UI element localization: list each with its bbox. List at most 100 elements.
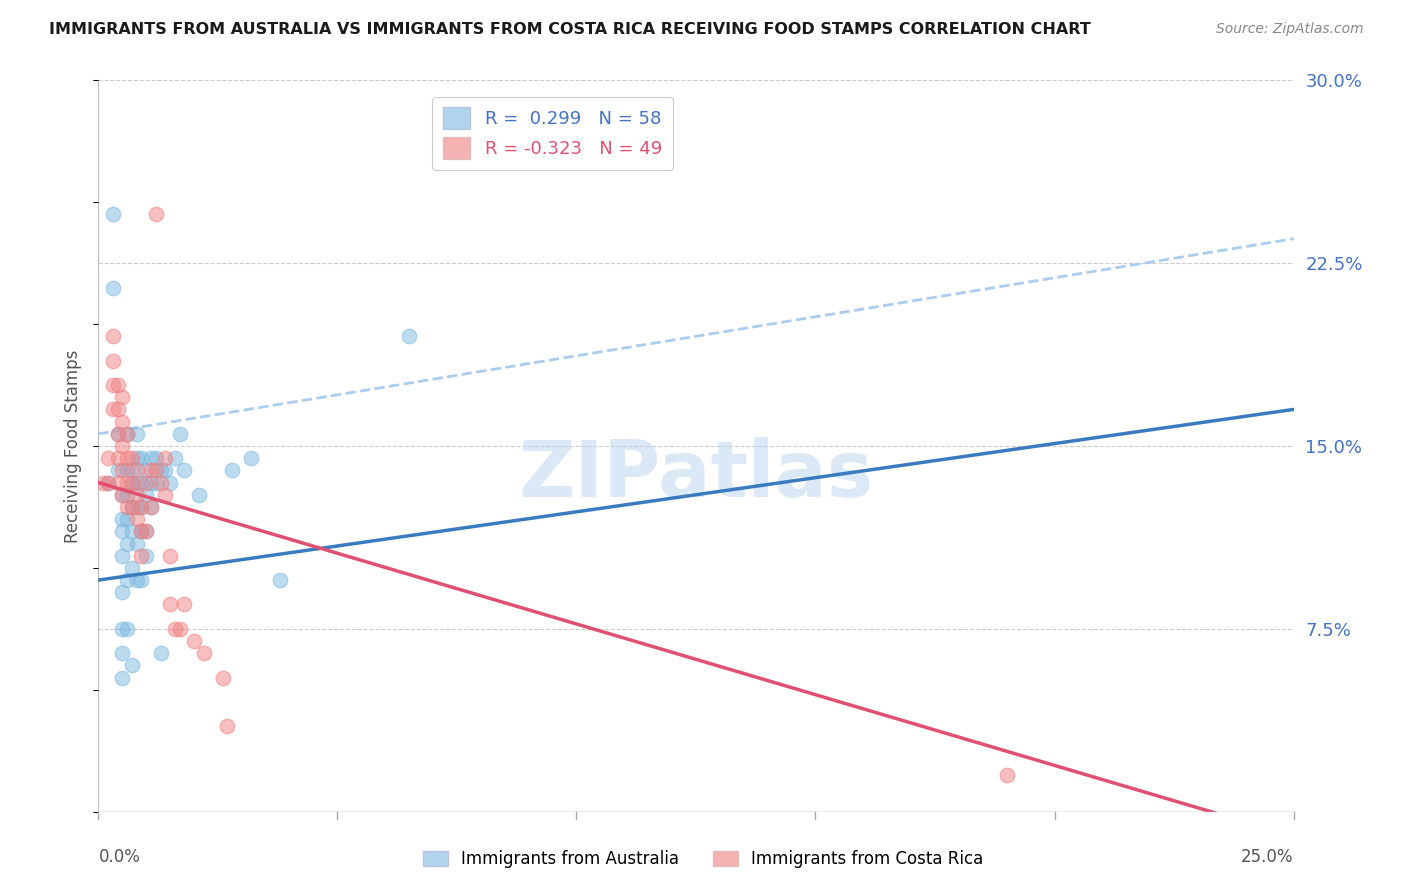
Point	[97, 451, 120, 466]
Point	[111, 549, 134, 563]
Point	[101, 207, 124, 221]
Point	[111, 671, 134, 685]
Point	[111, 512, 134, 526]
Point	[125, 573, 148, 587]
Point	[183, 634, 205, 648]
Point	[107, 451, 129, 466]
Point	[121, 500, 143, 514]
Point	[149, 463, 172, 477]
Point	[101, 378, 124, 392]
Point	[101, 353, 124, 368]
Point	[121, 561, 143, 575]
Point	[111, 463, 134, 477]
Text: IMMIGRANTS FROM AUSTRALIA VS IMMIGRANTS FROM COSTA RICA RECEIVING FOOD STAMPS CO: IMMIGRANTS FROM AUSTRALIA VS IMMIGRANTS …	[49, 22, 1091, 37]
Point	[115, 573, 138, 587]
Point	[125, 451, 148, 466]
Point	[155, 451, 177, 466]
Point	[139, 463, 162, 477]
Point	[111, 439, 134, 453]
Point	[111, 622, 134, 636]
Point	[115, 463, 138, 477]
Point	[139, 475, 162, 490]
Point	[159, 598, 181, 612]
Point	[97, 475, 120, 490]
Point	[115, 500, 138, 514]
Point	[97, 475, 120, 490]
Point	[107, 463, 129, 477]
Point	[125, 426, 148, 441]
Point	[131, 549, 153, 563]
Point	[240, 451, 263, 466]
Point	[125, 512, 148, 526]
Point	[131, 500, 153, 514]
Point	[163, 451, 186, 466]
Point	[125, 536, 148, 550]
Point	[139, 500, 162, 514]
Point	[159, 475, 181, 490]
Point	[221, 463, 243, 477]
Point	[269, 573, 291, 587]
Point	[125, 475, 148, 490]
Point	[145, 451, 167, 466]
Point	[139, 451, 162, 466]
Point	[111, 390, 134, 404]
Point	[125, 488, 148, 502]
Point	[193, 646, 215, 660]
Point	[121, 524, 143, 539]
Point	[149, 475, 172, 490]
Point	[131, 524, 153, 539]
Point	[121, 451, 143, 466]
Point	[107, 426, 129, 441]
Text: 25.0%: 25.0%	[1241, 848, 1294, 866]
Point	[111, 488, 134, 502]
Point	[131, 475, 153, 490]
Point	[121, 658, 143, 673]
Point	[91, 475, 114, 490]
Point	[115, 426, 138, 441]
Point	[163, 622, 186, 636]
Point	[173, 463, 195, 477]
Point	[169, 426, 191, 441]
Point	[125, 500, 148, 514]
Point	[131, 451, 153, 466]
Point	[145, 463, 167, 477]
Point	[131, 573, 153, 587]
Legend: Immigrants from Australia, Immigrants from Costa Rica: Immigrants from Australia, Immigrants fr…	[416, 844, 990, 875]
Point	[135, 524, 157, 539]
Text: 0.0%: 0.0%	[98, 848, 141, 866]
Point	[169, 622, 191, 636]
Point	[111, 415, 134, 429]
Point	[173, 598, 195, 612]
Point	[187, 488, 209, 502]
Point	[115, 475, 138, 490]
Point	[121, 463, 143, 477]
Point	[155, 488, 177, 502]
Point	[145, 475, 167, 490]
Point	[111, 646, 134, 660]
Point	[135, 524, 157, 539]
Point	[135, 475, 157, 490]
Point	[135, 463, 157, 477]
Point	[115, 451, 138, 466]
Point	[211, 671, 233, 685]
Point	[159, 549, 181, 563]
Point	[111, 524, 134, 539]
Point	[115, 622, 138, 636]
Point	[217, 719, 239, 733]
Point	[121, 475, 143, 490]
Point	[101, 280, 124, 294]
Point	[125, 463, 148, 477]
Legend: R =  0.299   N = 58, R = -0.323   N = 49: R = 0.299 N = 58, R = -0.323 N = 49	[432, 96, 673, 169]
Point	[145, 207, 167, 221]
Text: ZIPatlas: ZIPatlas	[519, 437, 873, 513]
Point	[111, 585, 134, 599]
Point	[398, 329, 420, 343]
Point	[139, 500, 162, 514]
Point	[121, 475, 143, 490]
Point	[107, 402, 129, 417]
Point	[131, 500, 153, 514]
Point	[135, 488, 157, 502]
Point	[107, 378, 129, 392]
Point	[149, 646, 172, 660]
Point	[107, 475, 129, 490]
